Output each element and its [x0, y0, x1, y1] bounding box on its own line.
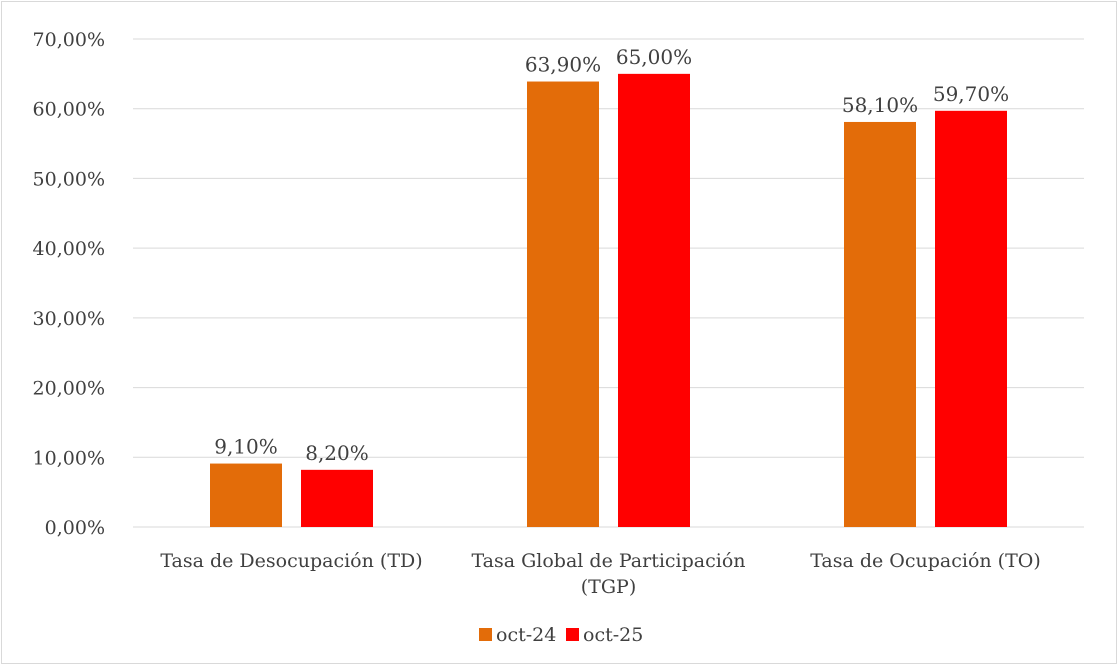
- x-axis-category-labels: Tasa de Desocupación (TD) Tasa Global de …: [160, 550, 1040, 598]
- y-tick-label: 20,00%: [33, 378, 105, 400]
- y-tick-label: 70,00%: [33, 29, 105, 51]
- data-label-oct-24-1: 63,90%: [525, 53, 601, 77]
- y-axis-tick-labels: 0,00% 10,00% 20,00% 30,00% 40,00% 50,00% 60,00…: [33, 29, 105, 539]
- legend-swatch-oct-24: [479, 628, 492, 641]
- gridlines: [133, 38, 1084, 528]
- data-label-oct-25-2: 59,70%: [933, 82, 1009, 106]
- data-label-oct-25-0: 8,20%: [305, 441, 369, 465]
- data-labels: 9,10% 8,20% 63,90% 65,00% 58,10% 59,70%: [214, 45, 1009, 465]
- y-tick-label: 40,00%: [33, 238, 105, 260]
- legend-swatch-oct-25: [566, 628, 579, 641]
- bar-oct-25-2: [935, 110, 1007, 527]
- bar-oct-24-2: [844, 121, 916, 528]
- y-tick-label: 30,00%: [33, 308, 105, 330]
- bar-oct-24-1: [527, 81, 599, 528]
- legend-label-oct-25: oct-25: [583, 624, 643, 646]
- data-label-oct-24-0: 9,10%: [214, 435, 278, 459]
- y-tick-label: 60,00%: [33, 99, 105, 121]
- y-tick-label: 0,00%: [45, 517, 105, 539]
- bar-oct-24-0: [210, 463, 282, 527]
- y-tick-label: 10,00%: [33, 447, 105, 469]
- bar-oct-25-1: [618, 73, 690, 527]
- legend: oct-24 oct-25: [479, 624, 643, 646]
- data-label-oct-25-1: 65,00%: [616, 45, 692, 69]
- category-label-2: Tasa de Ocupación (TO): [810, 550, 1041, 572]
- data-label-oct-24-2: 58,10%: [842, 93, 918, 117]
- category-label-0: Tasa de Desocupación (TD): [160, 550, 422, 572]
- bars: [210, 73, 1007, 528]
- bar-oct-25-0: [301, 469, 373, 527]
- y-tick-label: 50,00%: [33, 168, 105, 190]
- category-label-1: Tasa Global de Participación (TGP): [471, 550, 745, 598]
- legend-label-oct-24: oct-24: [496, 624, 556, 646]
